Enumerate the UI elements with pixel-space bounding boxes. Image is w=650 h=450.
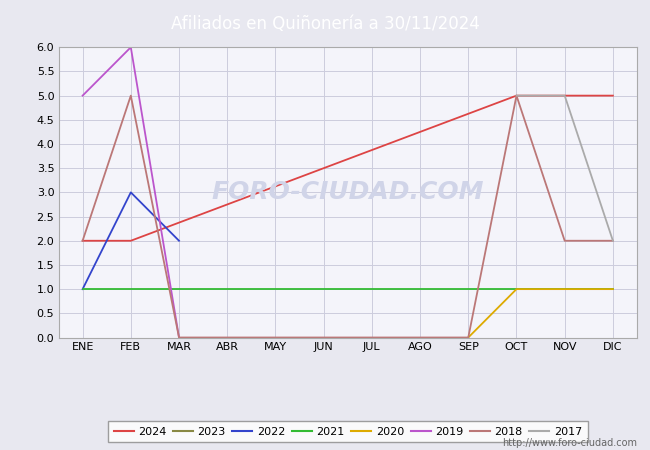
Text: Afiliados en Quiñonería a 30/11/2024: Afiliados en Quiñonería a 30/11/2024: [170, 14, 480, 33]
Text: http://www.foro-ciudad.com: http://www.foro-ciudad.com: [502, 438, 637, 448]
Text: FORO-CIUDAD.COM: FORO-CIUDAD.COM: [211, 180, 484, 204]
Legend: 2024, 2023, 2022, 2021, 2020, 2019, 2018, 2017: 2024, 2023, 2022, 2021, 2020, 2019, 2018…: [108, 421, 588, 442]
